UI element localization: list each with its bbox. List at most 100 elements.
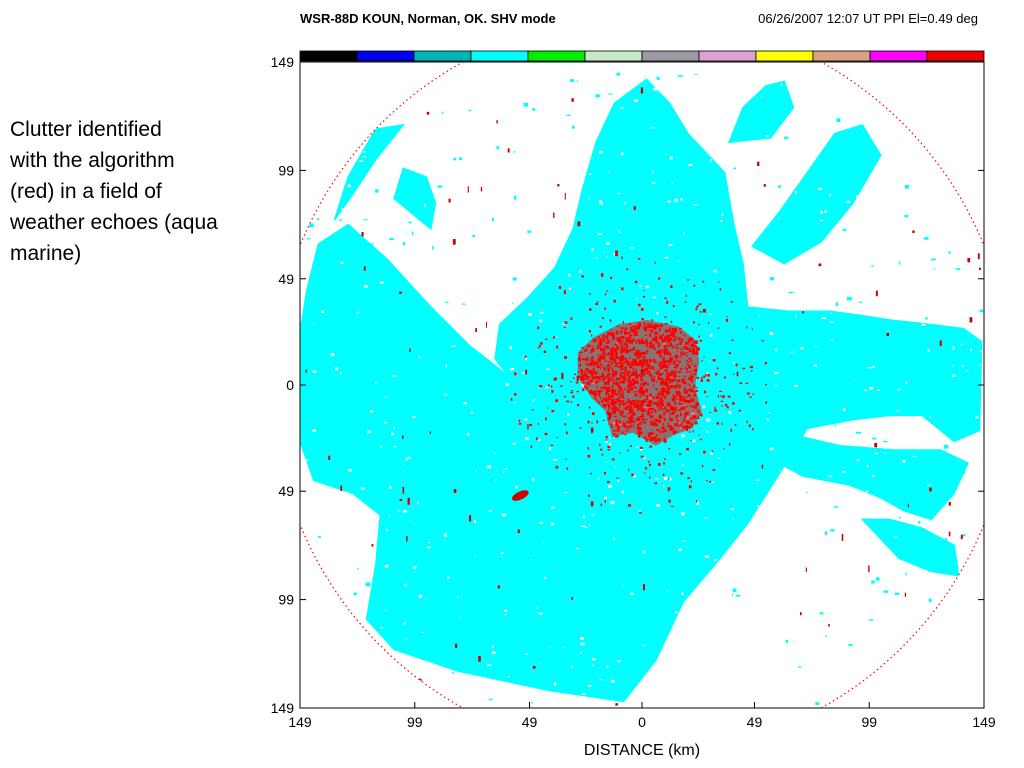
clutter-spot bbox=[683, 345, 688, 349]
weather-speck bbox=[511, 303, 514, 305]
clutter-spot bbox=[620, 361, 622, 364]
clutter-spot bbox=[553, 378, 556, 381]
weather-gap bbox=[681, 434, 686, 438]
clutter-spot bbox=[641, 418, 643, 421]
clutter-spot bbox=[497, 585, 501, 589]
clutter-spot bbox=[603, 367, 608, 369]
weather-speck bbox=[458, 157, 463, 160]
weather-speck bbox=[616, 72, 621, 76]
weather-gap bbox=[681, 592, 684, 596]
clutter-spot bbox=[689, 405, 692, 407]
weather-speck bbox=[918, 520, 921, 524]
clutter-spot bbox=[621, 256, 623, 260]
clutter-spot bbox=[661, 388, 665, 392]
clutter-spot bbox=[543, 350, 546, 354]
weather-gap bbox=[759, 315, 761, 318]
clutter-spot bbox=[666, 383, 669, 385]
weather-gap bbox=[830, 339, 834, 342]
clutter-spot bbox=[605, 435, 608, 439]
clutter-spot bbox=[646, 351, 648, 354]
weather-gap bbox=[710, 159, 713, 162]
weather-gap bbox=[360, 487, 365, 490]
clutter-spot bbox=[645, 388, 648, 393]
clutter-spot bbox=[663, 462, 666, 465]
weather-gap bbox=[635, 298, 638, 300]
clutter-spot bbox=[763, 183, 766, 187]
clutter-spot bbox=[596, 361, 599, 363]
clutter-spot bbox=[639, 386, 644, 390]
clutter-spot bbox=[904, 592, 907, 597]
clutter-spot bbox=[655, 434, 658, 438]
clutter-spot bbox=[734, 424, 737, 426]
weather-gap bbox=[312, 370, 317, 373]
clutter-spot bbox=[609, 364, 611, 368]
weather-gap bbox=[375, 382, 377, 385]
weather-gap bbox=[384, 396, 387, 398]
colorbar-swatch bbox=[299, 50, 358, 62]
clutter-spot bbox=[572, 395, 575, 398]
weather-gap bbox=[824, 210, 827, 213]
clutter-spot bbox=[641, 318, 644, 321]
clutter-spot bbox=[714, 406, 716, 410]
clutter-spot bbox=[602, 419, 605, 421]
clutter-spot bbox=[680, 396, 684, 398]
weather-speck bbox=[431, 245, 434, 250]
clutter-spot bbox=[647, 460, 650, 463]
weather-gap bbox=[588, 523, 591, 526]
clutter-spot bbox=[676, 351, 679, 353]
clutter-spot bbox=[660, 362, 663, 364]
weather-speck bbox=[898, 261, 901, 265]
clutter-spot bbox=[644, 359, 648, 362]
clutter-spot bbox=[622, 415, 626, 418]
clutter-spot bbox=[686, 367, 689, 370]
clutter-spot bbox=[622, 380, 626, 383]
clutter-spot bbox=[623, 388, 627, 391]
clutter-spot bbox=[590, 427, 594, 433]
clutter-spot bbox=[650, 323, 653, 326]
clutter-spot bbox=[617, 435, 619, 439]
clutter-spot bbox=[667, 401, 669, 403]
weather-gap bbox=[766, 418, 770, 421]
weather-gap bbox=[383, 422, 388, 424]
clutter-spot bbox=[687, 279, 690, 281]
weather-speck bbox=[316, 218, 320, 221]
clutter-spot bbox=[648, 345, 650, 349]
clutter-spot bbox=[675, 384, 678, 387]
clutter-spot bbox=[554, 379, 557, 381]
clutter-spot bbox=[639, 419, 642, 422]
clutter-spot bbox=[624, 366, 628, 369]
clutter-spot bbox=[621, 340, 624, 342]
clutter-spot bbox=[591, 412, 595, 416]
weather-gap bbox=[581, 525, 586, 528]
clutter-spot bbox=[669, 359, 672, 363]
clutter-spot bbox=[649, 404, 652, 407]
clutter-spot bbox=[588, 494, 590, 497]
clutter-spot bbox=[631, 340, 634, 344]
clutter-spot bbox=[657, 346, 659, 349]
clutter-spot bbox=[616, 377, 618, 379]
clutter-spot bbox=[643, 372, 645, 377]
clutter-spot bbox=[653, 418, 656, 422]
clutter-spot bbox=[655, 368, 657, 371]
weather-gap bbox=[730, 508, 734, 511]
clutter-spot bbox=[591, 345, 594, 347]
weather-speck bbox=[472, 234, 476, 238]
clutter-spot bbox=[626, 405, 630, 408]
clutter-spot bbox=[531, 409, 534, 411]
weather-gap bbox=[538, 612, 543, 615]
weather-speck bbox=[339, 219, 342, 222]
clutter-spot bbox=[662, 333, 665, 336]
clutter-spot bbox=[611, 384, 614, 388]
y-tick-label: 49 bbox=[278, 483, 294, 499]
weather-speck bbox=[819, 612, 824, 615]
clutter-spot bbox=[641, 401, 645, 403]
clutter-spot bbox=[615, 351, 618, 355]
clutter-spot bbox=[708, 481, 712, 483]
clutter-spot bbox=[585, 386, 588, 390]
weather-gap bbox=[926, 484, 931, 486]
clutter-spot bbox=[617, 425, 621, 428]
weather-speck bbox=[513, 151, 516, 153]
weather-gap bbox=[554, 566, 557, 568]
clutter-spot bbox=[686, 347, 691, 350]
clutter-spot bbox=[669, 385, 674, 389]
